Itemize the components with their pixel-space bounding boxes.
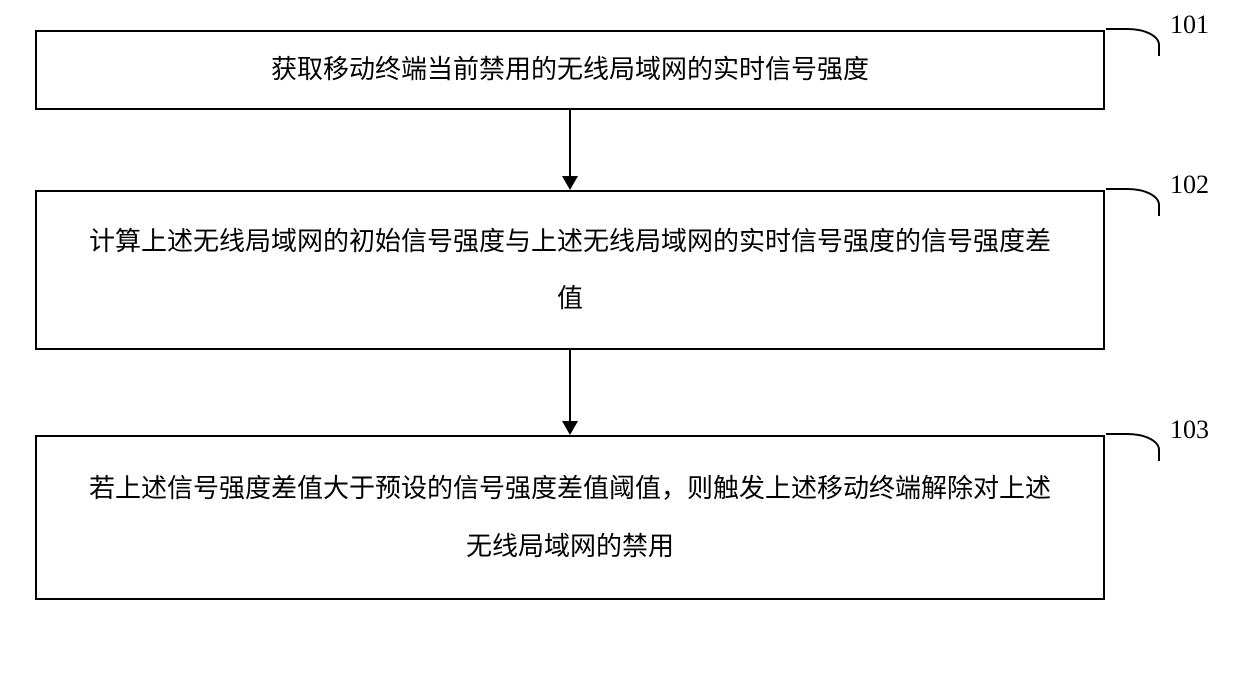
arrow-2-line xyxy=(569,350,571,421)
flowchart-container: 获取移动终端当前禁用的无线局域网的实时信号强度 101 计算上述无线局域网的初始… xyxy=(0,0,1240,678)
flowchart-step-1: 获取移动终端当前禁用的无线局域网的实时信号强度 xyxy=(35,30,1105,110)
label-connector-3 xyxy=(1106,433,1160,461)
step-1-label: 101 xyxy=(1170,10,1209,40)
label-connector-1 xyxy=(1106,28,1160,56)
step-1-text: 获取移动终端当前禁用的无线局域网的实时信号强度 xyxy=(271,41,869,98)
arrow-1-head xyxy=(562,176,578,190)
flowchart-step-2: 计算上述无线局域网的初始信号强度与上述无线局域网的实时信号强度的信号强度差值 xyxy=(35,190,1105,350)
arrow-1-line xyxy=(569,110,571,176)
step-3-label: 103 xyxy=(1170,415,1209,445)
step-3-text: 若上述信号强度差值大于预设的信号强度差值阈值，则触发上述移动终端解除对上述无线局… xyxy=(77,460,1063,574)
step-2-text: 计算上述无线局域网的初始信号强度与上述无线局域网的实时信号强度的信号强度差值 xyxy=(77,213,1063,327)
arrow-2-head xyxy=(562,421,578,435)
label-connector-2 xyxy=(1106,188,1160,216)
flowchart-step-3: 若上述信号强度差值大于预设的信号强度差值阈值，则触发上述移动终端解除对上述无线局… xyxy=(35,435,1105,600)
step-2-label: 102 xyxy=(1170,170,1209,200)
